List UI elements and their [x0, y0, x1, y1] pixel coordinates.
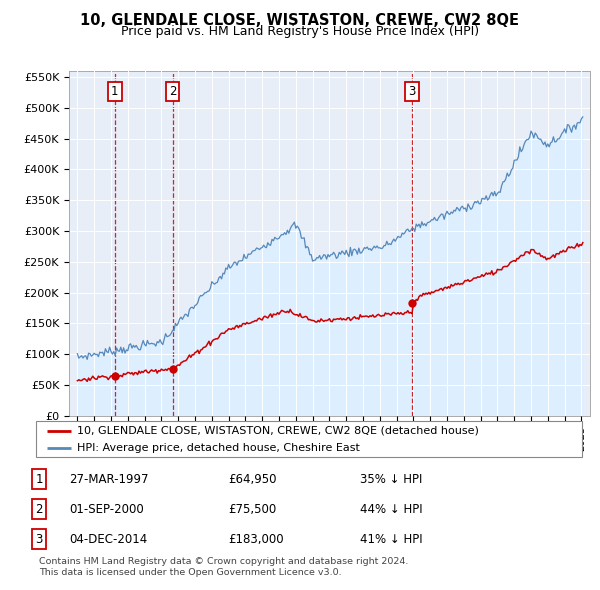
Text: 35% ↓ HPI: 35% ↓ HPI — [360, 473, 422, 486]
Text: 10, GLENDALE CLOSE, WISTASTON, CREWE, CW2 8QE: 10, GLENDALE CLOSE, WISTASTON, CREWE, CW… — [80, 13, 520, 28]
Text: 1: 1 — [111, 84, 119, 97]
Text: £64,950: £64,950 — [228, 473, 277, 486]
Text: 41% ↓ HPI: 41% ↓ HPI — [360, 533, 422, 546]
Text: 2: 2 — [35, 503, 43, 516]
Text: £75,500: £75,500 — [228, 503, 276, 516]
Text: 1: 1 — [35, 473, 43, 486]
Text: 04-DEC-2014: 04-DEC-2014 — [69, 533, 147, 546]
Text: 27-MAR-1997: 27-MAR-1997 — [69, 473, 149, 486]
Text: £183,000: £183,000 — [228, 533, 284, 546]
Text: 2: 2 — [169, 84, 176, 97]
Text: 3: 3 — [409, 84, 416, 97]
FancyBboxPatch shape — [36, 421, 582, 457]
Text: 44% ↓ HPI: 44% ↓ HPI — [360, 503, 422, 516]
Text: 01-SEP-2000: 01-SEP-2000 — [69, 503, 144, 516]
Text: 10, GLENDALE CLOSE, WISTASTON, CREWE, CW2 8QE (detached house): 10, GLENDALE CLOSE, WISTASTON, CREWE, CW… — [77, 425, 479, 435]
Text: Price paid vs. HM Land Registry's House Price Index (HPI): Price paid vs. HM Land Registry's House … — [121, 25, 479, 38]
Text: 3: 3 — [35, 533, 43, 546]
Text: HPI: Average price, detached house, Cheshire East: HPI: Average price, detached house, Ches… — [77, 443, 360, 453]
Text: Contains HM Land Registry data © Crown copyright and database right 2024.: Contains HM Land Registry data © Crown c… — [39, 558, 409, 566]
Text: This data is licensed under the Open Government Licence v3.0.: This data is licensed under the Open Gov… — [39, 568, 341, 577]
